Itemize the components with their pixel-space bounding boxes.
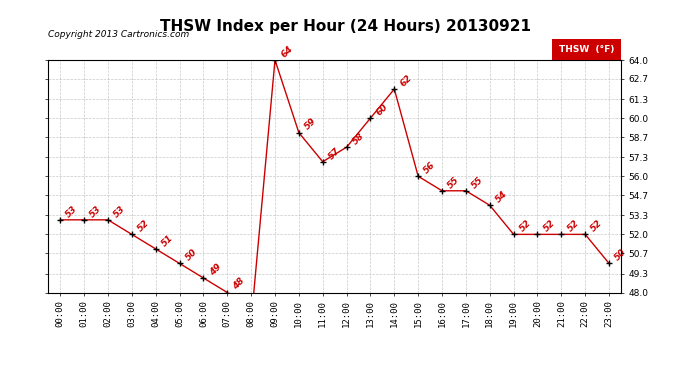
Text: 60: 60: [375, 102, 390, 117]
Text: THSW  (°F): THSW (°F): [559, 45, 614, 54]
Text: 53: 53: [64, 204, 79, 219]
Text: 52: 52: [589, 218, 604, 234]
Text: 62: 62: [398, 73, 414, 88]
Text: 53: 53: [88, 204, 104, 219]
Text: 53: 53: [112, 204, 128, 219]
Text: 55: 55: [470, 175, 485, 190]
Text: 54: 54: [494, 189, 509, 204]
Text: 46: 46: [0, 374, 1, 375]
Text: 52: 52: [542, 218, 557, 234]
Text: 50: 50: [613, 248, 629, 262]
Text: 59: 59: [303, 117, 318, 132]
Text: 58: 58: [351, 131, 366, 146]
Text: 52: 52: [136, 218, 151, 234]
Text: 49: 49: [208, 262, 223, 277]
Text: 56: 56: [422, 160, 437, 176]
Text: 55: 55: [446, 175, 462, 190]
Text: 57: 57: [327, 146, 342, 161]
Text: 52: 52: [566, 218, 581, 234]
Text: THSW Index per Hour (24 Hours) 20130921: THSW Index per Hour (24 Hours) 20130921: [159, 19, 531, 34]
Text: 52: 52: [518, 218, 533, 234]
Text: Copyright 2013 Cartronics.com: Copyright 2013 Cartronics.com: [48, 30, 190, 39]
Text: 51: 51: [160, 233, 175, 248]
Text: 64: 64: [279, 44, 295, 59]
Text: 50: 50: [184, 248, 199, 262]
Text: 48: 48: [231, 276, 246, 292]
